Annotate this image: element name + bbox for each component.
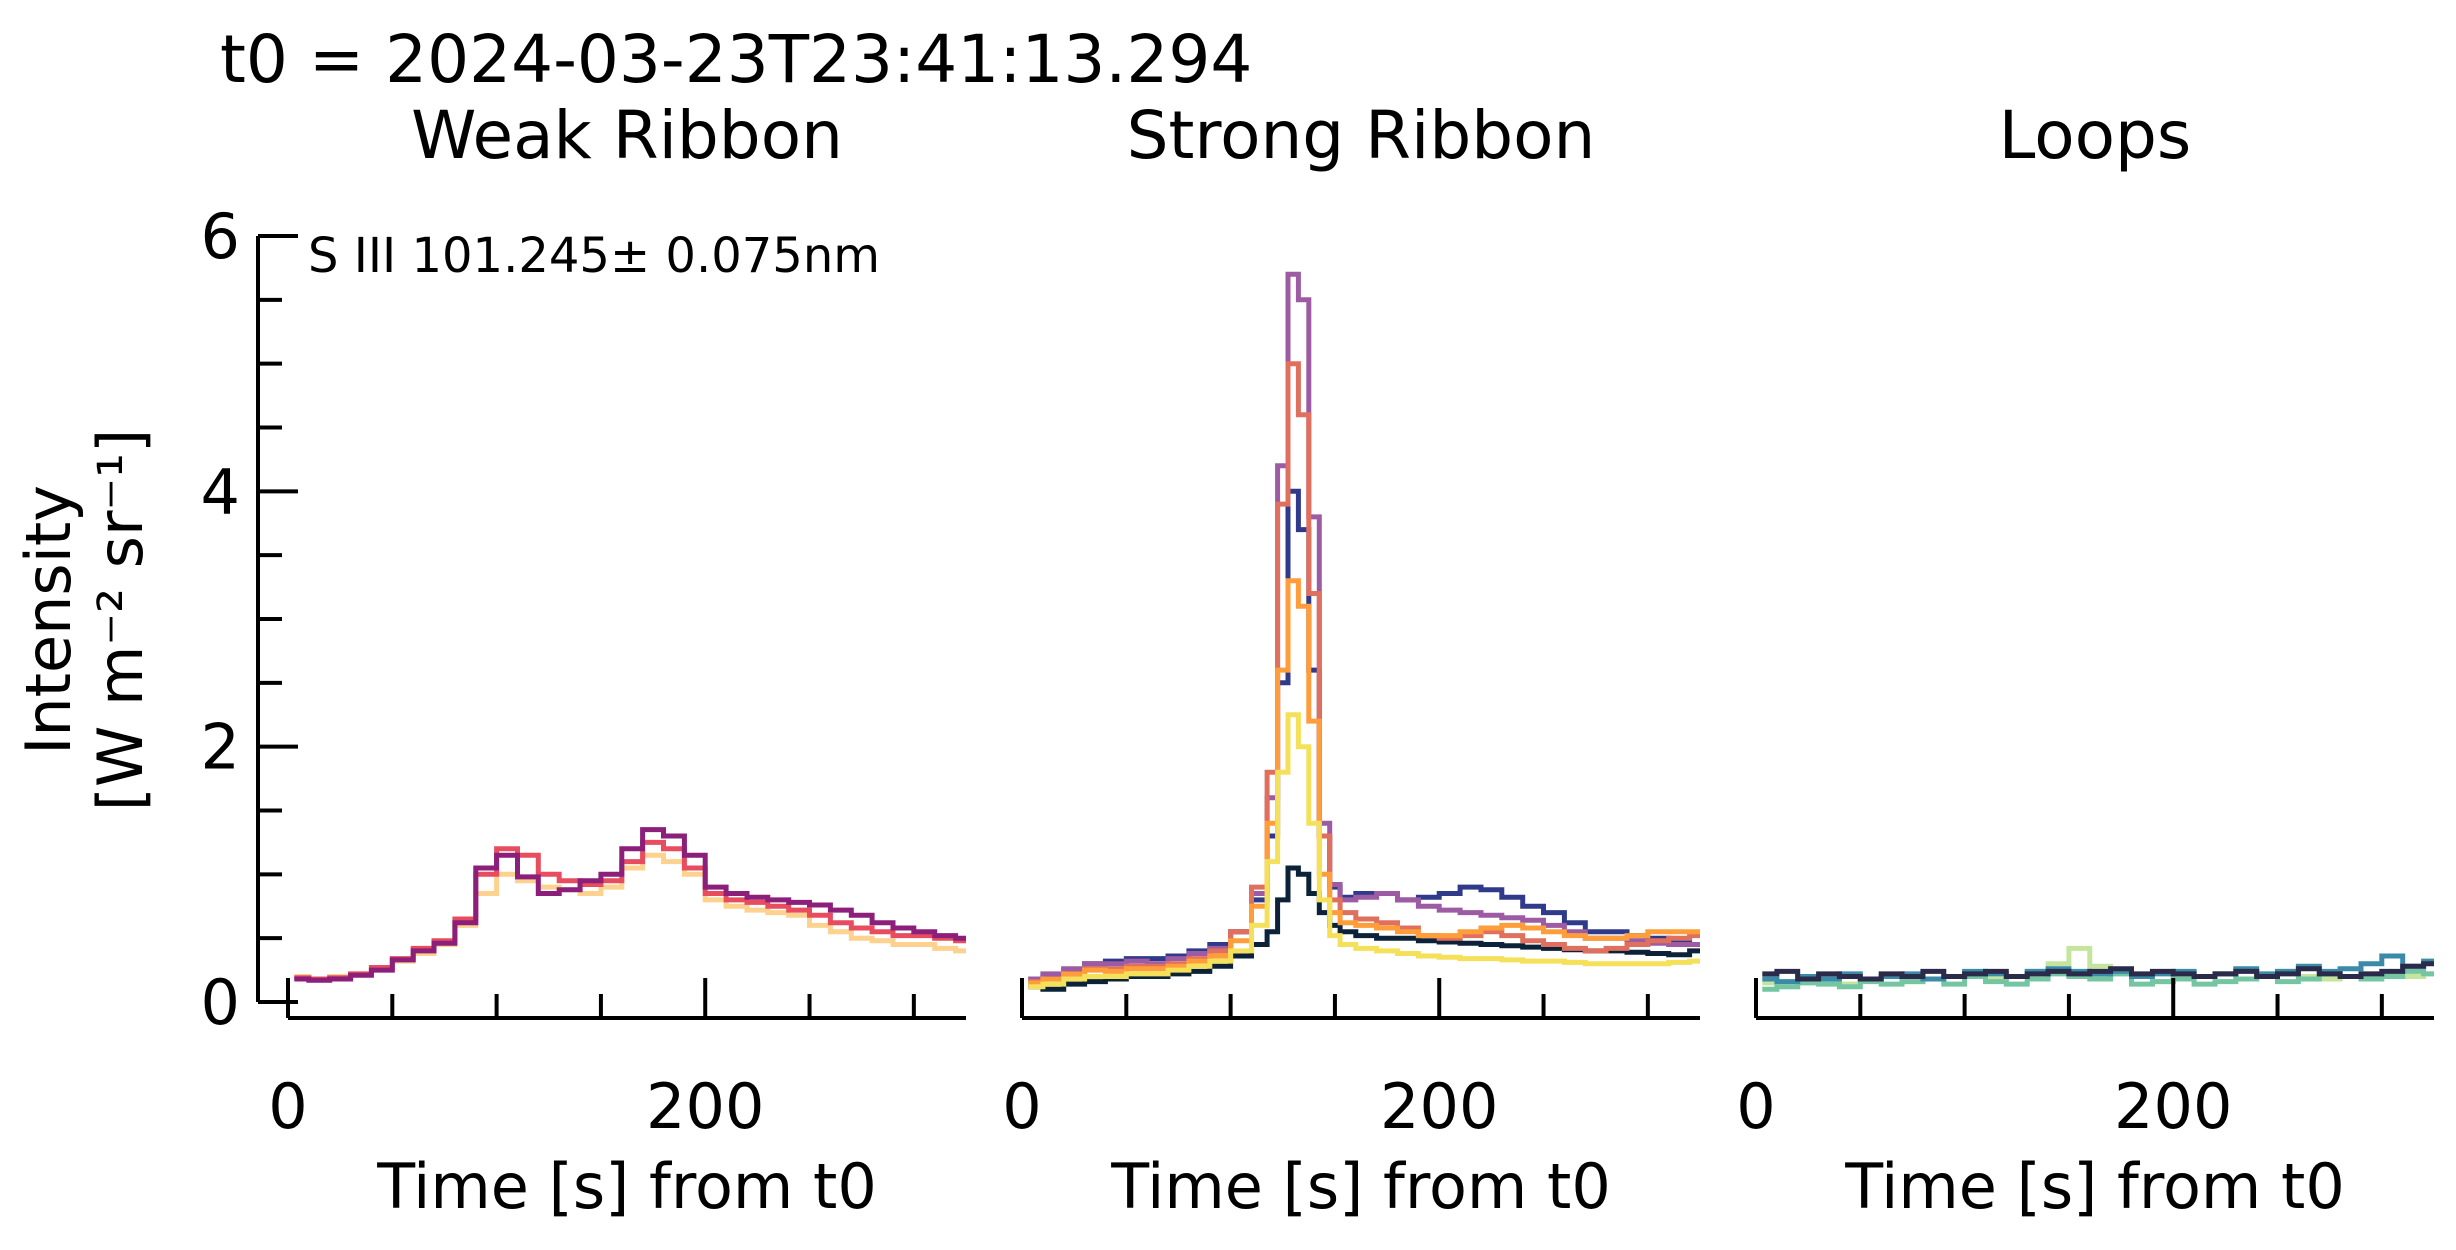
series-line-3	[1762, 961, 2434, 982]
x-axis-label: Time [s] from t0	[376, 1150, 877, 1223]
series-line-1	[1028, 488, 1700, 982]
panel-title: Strong Ribbon	[1127, 97, 1596, 174]
series-line-5	[1028, 712, 1700, 990]
x-tick-label: 0	[1002, 1070, 1041, 1143]
y-tick-label: 2	[201, 711, 240, 784]
x-tick-label: 0	[1736, 1070, 1775, 1143]
series-line-2	[294, 827, 966, 983]
x-tick-label: 200	[1380, 1070, 1498, 1143]
x-tick-label: 200	[2114, 1070, 2232, 1143]
line-annotation: S III 101.245± 0.075nm	[308, 228, 880, 284]
figure-suptitle: t0 = 2024-03-23T23:41:13.294	[220, 21, 1252, 98]
x-tick-label: 0	[268, 1070, 307, 1143]
y-tick-label: 4	[201, 455, 240, 528]
x-axis-label: Time [s] from t0	[1110, 1150, 1611, 1223]
series-line-3	[1028, 361, 1700, 985]
series-line-2	[1028, 271, 1700, 982]
x-axis-label: Time [s] from t0	[1844, 1150, 2345, 1223]
panel-title: Weak Ribbon	[411, 97, 843, 174]
y-tick-label: 0	[201, 966, 240, 1039]
y-axis-label: Intensity[W m⁻² sr⁻¹]	[12, 429, 157, 811]
x-tick-label: 200	[646, 1070, 764, 1143]
y-tick-label: 6	[201, 200, 240, 273]
series-line-4	[1028, 578, 1700, 986]
panel-title: Loops	[1999, 97, 2192, 174]
